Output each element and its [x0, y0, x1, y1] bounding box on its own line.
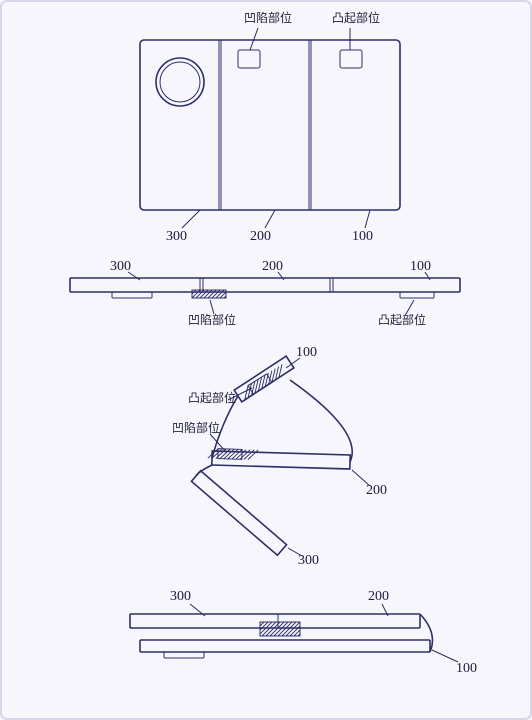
figure-svg: 凹陷部位凸起部位300200100300200100凹陷部位凸起部位100200… [0, 0, 532, 720]
svg-text:凸起部位: 凸起部位 [188, 390, 236, 405]
svg-text:凸起部位: 凸起部位 [332, 10, 380, 25]
svg-text:凹陷部位: 凹陷部位 [172, 420, 220, 435]
svg-text:凸起部位: 凸起部位 [378, 312, 426, 327]
svg-text:200: 200 [368, 589, 389, 604]
patent-figure-page: 凹陷部位凸起部位300200100300200100凹陷部位凸起部位100200… [0, 0, 532, 720]
svg-text:200: 200 [250, 229, 271, 244]
svg-text:100: 100 [410, 259, 431, 274]
svg-text:凹陷部位: 凹陷部位 [188, 312, 236, 327]
svg-text:100: 100 [296, 345, 317, 360]
svg-text:300: 300 [166, 229, 187, 244]
svg-text:200: 200 [262, 259, 283, 274]
svg-text:100: 100 [352, 229, 373, 244]
svg-text:100: 100 [456, 661, 477, 676]
svg-text:300: 300 [170, 589, 191, 604]
svg-text:凹陷部位: 凹陷部位 [244, 10, 292, 25]
svg-text:300: 300 [110, 259, 131, 274]
